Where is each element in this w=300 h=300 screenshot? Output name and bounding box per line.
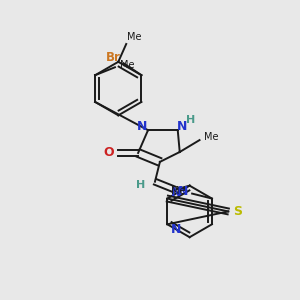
- Text: N: N: [178, 185, 188, 198]
- Text: Me: Me: [127, 32, 141, 42]
- Text: Me: Me: [120, 60, 134, 70]
- Text: H: H: [136, 180, 146, 190]
- Text: Me: Me: [204, 132, 219, 142]
- Text: N: N: [137, 120, 147, 133]
- Text: Br: Br: [106, 51, 121, 64]
- Text: N: N: [171, 186, 181, 199]
- Text: N: N: [171, 223, 181, 236]
- Text: O: O: [103, 146, 114, 160]
- Text: N: N: [176, 120, 187, 133]
- Text: H: H: [186, 115, 195, 125]
- Text: S: S: [233, 205, 242, 218]
- Text: Me: Me: [171, 186, 185, 196]
